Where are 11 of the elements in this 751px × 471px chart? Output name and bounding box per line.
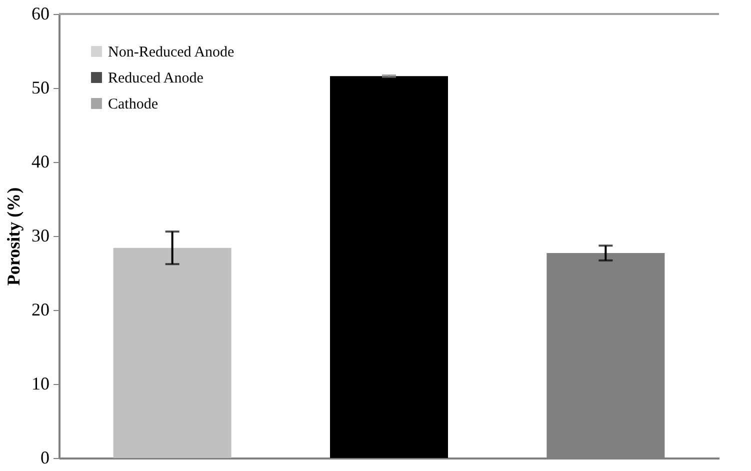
legend-label: Non-Reduced Anode	[108, 44, 235, 60]
y-tick-label: 20	[32, 300, 50, 320]
y-tick-label: 10	[32, 374, 50, 394]
legend-label: Reduced Anode	[108, 70, 204, 86]
y-tick-label: 60	[32, 4, 50, 24]
y-tick-label: 30	[32, 226, 50, 246]
legend-label: Cathode	[108, 96, 158, 112]
y-axis-title: Porosity (%)	[4, 187, 24, 286]
y-tick-label: 0	[40, 448, 50, 468]
y-tick-label: 40	[32, 152, 50, 172]
y-tick-label: 50	[32, 78, 50, 98]
